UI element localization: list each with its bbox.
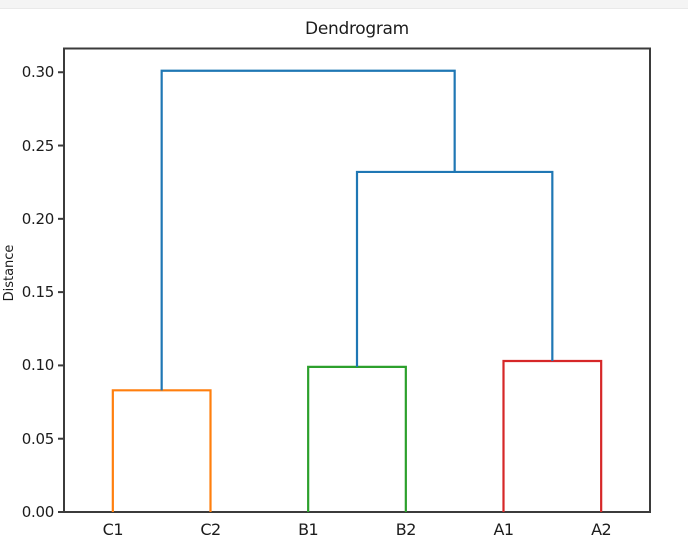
dendrogram-link-B1-B2 [307,365,407,512]
leaf-label-B2: B2 [395,520,417,539]
y-tick-label: 0.00 [21,503,55,521]
y-tick-label: 0.30 [21,63,55,82]
dendrogram-link-root [160,69,456,391]
dendrogram-link-BA [355,170,554,367]
y-tick-label: 0.25 [21,136,55,155]
leaf-label-A1: A1 [493,520,514,539]
leaf-label-A2: A2 [591,520,612,539]
y-tick-label: 0.10 [21,356,55,375]
window-top-strip [0,0,688,9]
leaf-label-C1: C1 [102,520,124,539]
leaf-label-C2: C2 [200,520,221,539]
leaf-label-B1: B1 [298,520,319,539]
axes-spines [63,47,651,513]
dendrogram-link-A1-A2 [502,359,603,512]
dendrogram-link-C1-C2 [111,389,212,512]
y-tick-label: 0.20 [21,209,55,228]
chart-title: Dendrogram [305,19,409,39]
y-tick-label: 0.15 [21,283,55,302]
y-tick-label: 0.05 [21,429,55,448]
